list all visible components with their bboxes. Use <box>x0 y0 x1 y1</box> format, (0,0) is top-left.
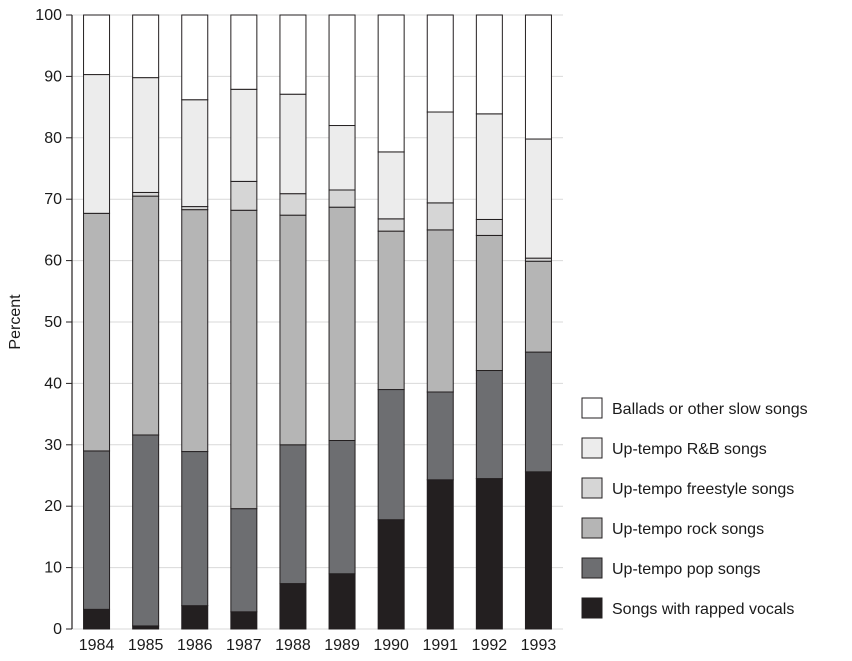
y-tick-label: 20 <box>44 498 62 515</box>
bar-segment <box>524 14 552 140</box>
legend-swatch <box>581 557 603 579</box>
bar-segment <box>475 113 503 220</box>
bar-segment <box>279 444 307 585</box>
bar-segment <box>524 260 552 353</box>
legend-swatch <box>581 597 603 619</box>
bar-segment <box>230 14 258 90</box>
legend: Ballads or other slow songs Up-tempo R&B … <box>581 397 808 619</box>
bar-segment <box>132 77 160 193</box>
bar-segment <box>426 202 454 231</box>
bar-segment <box>524 138 552 259</box>
bar-segment <box>377 519 405 630</box>
bar-segment <box>328 125 356 191</box>
bar-segment <box>328 14 356 127</box>
legend-label: Up-tempo freestyle songs <box>612 481 794 498</box>
bar-segment <box>426 111 454 204</box>
bar-segment <box>181 451 209 607</box>
bar-segment <box>230 180 258 211</box>
legend-swatch <box>581 477 603 499</box>
x-tick-label: 1989 <box>324 637 360 654</box>
bar-segment <box>279 193 307 216</box>
y-tick-label: 70 <box>44 191 62 208</box>
legend-swatch <box>581 517 603 539</box>
bar-segment <box>475 478 503 630</box>
bar-segment <box>426 391 454 481</box>
x-tick-label: 1985 <box>128 637 164 654</box>
y-tick-label: 0 <box>53 621 62 638</box>
bar-segment <box>279 14 307 95</box>
bar-segment <box>426 229 454 393</box>
y-axis-label: Percent <box>7 294 24 350</box>
y-tick-label: 60 <box>44 253 62 270</box>
bar-segment <box>426 14 454 113</box>
y-tick-label: 10 <box>44 560 62 577</box>
bar-segment <box>83 212 111 452</box>
legend-label: Up-tempo R&B songs <box>612 441 767 458</box>
bar-segment <box>83 14 111 76</box>
bar-segment <box>83 74 111 214</box>
bar-segment <box>377 230 405 391</box>
x-tick-label: 1990 <box>373 637 409 654</box>
bar-segment <box>132 14 160 79</box>
bar-segment <box>181 14 209 101</box>
bar-segment <box>377 151 405 220</box>
bar-segment <box>83 450 111 610</box>
bar-segment <box>132 434 160 627</box>
legend-label: Songs with rapped vocals <box>612 601 794 618</box>
bar-segment <box>181 99 209 208</box>
y-tick-label: 100 <box>35 7 62 24</box>
bar-segment <box>377 14 405 153</box>
bar-segment <box>475 218 503 236</box>
y-tick-label: 90 <box>44 68 62 85</box>
y-tick-label: 30 <box>44 437 62 454</box>
bar-segment <box>328 206 356 442</box>
bar-segment <box>524 351 552 473</box>
bar-segment <box>181 605 209 630</box>
x-tick-label: 1987 <box>226 637 262 654</box>
legend-label: Up-tempo rock songs <box>612 521 764 538</box>
bar-segment <box>279 583 307 630</box>
legend-swatch <box>581 437 603 459</box>
x-tick-label: 1988 <box>275 637 311 654</box>
y-tick-label: 40 <box>44 375 62 392</box>
x-tick-label: 1991 <box>422 637 458 654</box>
bar-segment <box>475 234 503 372</box>
bars <box>83 14 552 630</box>
bar-segment <box>132 191 160 197</box>
bar-segment <box>328 573 356 630</box>
bar-segment <box>279 93 307 195</box>
x-tick-label: 1984 <box>79 637 115 654</box>
bar-segment <box>377 218 405 232</box>
bar-segment <box>475 14 503 115</box>
bar-segment <box>328 189 356 208</box>
legend-swatch <box>581 397 603 419</box>
bar-segment <box>230 209 258 510</box>
bar-segment <box>328 440 356 575</box>
bar-segment <box>83 608 111 630</box>
bar-segment <box>230 611 258 630</box>
axes: 0 10 20 30 40 50 60 70 80 90 100 1984 1985 1986 1987 19… <box>35 7 556 654</box>
bar-segment <box>230 508 258 613</box>
bar-segment <box>279 214 307 446</box>
legend-label: Up-tempo pop songs <box>612 561 761 578</box>
x-tick-label: 1993 <box>521 637 557 654</box>
bar-segment <box>475 370 503 480</box>
bar-segment <box>377 389 405 521</box>
y-tick-label: 50 <box>44 314 62 331</box>
x-tick-label: 1986 <box>177 637 213 654</box>
bar-segment <box>230 88 258 182</box>
bar-segment <box>181 209 209 453</box>
bar-segment <box>524 471 552 630</box>
bar-segment <box>426 479 454 630</box>
x-tick-label: 1992 <box>472 637 508 654</box>
y-tick-label: 80 <box>44 130 62 147</box>
bar-segment <box>132 195 160 436</box>
legend-label: Ballads or other slow songs <box>612 401 808 418</box>
